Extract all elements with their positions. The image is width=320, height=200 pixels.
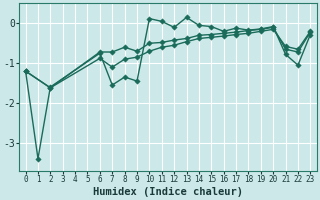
X-axis label: Humidex (Indice chaleur): Humidex (Indice chaleur) [93,186,243,197]
